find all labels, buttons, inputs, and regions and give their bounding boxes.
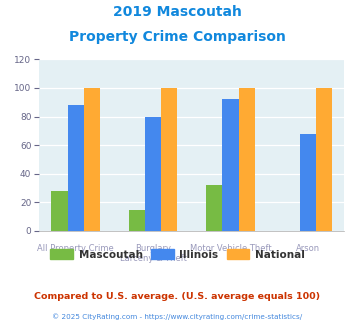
Legend: Mascoutah, Illinois, National: Mascoutah, Illinois, National <box>46 245 309 264</box>
Bar <box>300 134 316 231</box>
Bar <box>206 185 222 231</box>
Text: All Property Crime: All Property Crime <box>37 244 114 253</box>
Text: Property Crime Comparison: Property Crime Comparison <box>69 30 286 44</box>
Text: Motor Vehicle Theft: Motor Vehicle Theft <box>190 244 271 253</box>
Bar <box>145 116 161 231</box>
Text: Burglary: Burglary <box>135 244 171 253</box>
Bar <box>129 210 145 231</box>
Bar <box>239 88 255 231</box>
Bar <box>222 99 239 231</box>
Bar <box>84 88 100 231</box>
Text: 2019 Mascoutah: 2019 Mascoutah <box>113 5 242 19</box>
Bar <box>161 88 178 231</box>
Text: Larceny & Theft: Larceny & Theft <box>120 254 186 263</box>
Text: Compared to U.S. average. (U.S. average equals 100): Compared to U.S. average. (U.S. average … <box>34 292 321 301</box>
Bar <box>316 88 332 231</box>
Bar <box>51 191 67 231</box>
Bar <box>67 105 84 231</box>
Text: © 2025 CityRating.com - https://www.cityrating.com/crime-statistics/: © 2025 CityRating.com - https://www.city… <box>53 314 302 320</box>
Text: Arson: Arson <box>296 244 320 253</box>
